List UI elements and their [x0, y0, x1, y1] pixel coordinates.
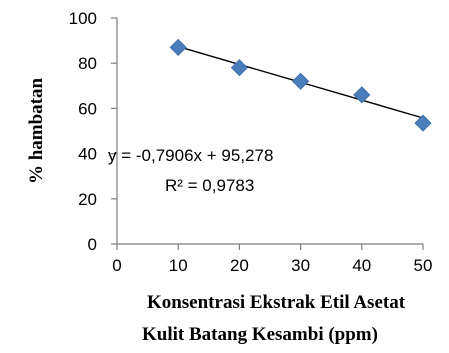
- x-axis-title-line1: Konsentrasi Ekstrak Etil Asetat: [147, 292, 406, 313]
- x-tick-label: 0: [112, 256, 121, 275]
- data-point-marker: [230, 59, 248, 77]
- x-tick-label: 40: [352, 256, 371, 275]
- data-point-marker: [292, 72, 310, 90]
- x-tick-group: 0 10 20 30 40 50: [112, 244, 432, 275]
- y-tick-label: 60: [78, 99, 97, 118]
- x-tick-label: 50: [414, 256, 433, 275]
- y-tick-label: 20: [78, 190, 97, 209]
- trendline-equation: y = -0,7906x + 95,278: [108, 146, 273, 165]
- y-tick-label: 40: [78, 145, 97, 164]
- x-tick-label: 10: [169, 256, 188, 275]
- data-point-marker: [169, 38, 187, 56]
- r-squared-label: R² = 0,9783: [165, 176, 254, 195]
- y-tick-label: 80: [78, 54, 97, 73]
- y-tick-label: 100: [69, 9, 97, 28]
- x-tick-label: 30: [291, 256, 310, 275]
- axes: [116, 18, 423, 245]
- y-tick-label: 0: [88, 235, 97, 254]
- data-point-marker: [414, 114, 432, 132]
- data-point-marker: [353, 86, 371, 104]
- data-points: [169, 38, 432, 132]
- x-tick-label: 20: [230, 256, 249, 275]
- x-axis-title-line2: Kulit Batang Kesambi (ppm): [142, 324, 378, 345]
- y-tick-group: 0 20 40 60 80 100: [69, 9, 117, 254]
- y-axis-title: % hambatan: [26, 78, 47, 185]
